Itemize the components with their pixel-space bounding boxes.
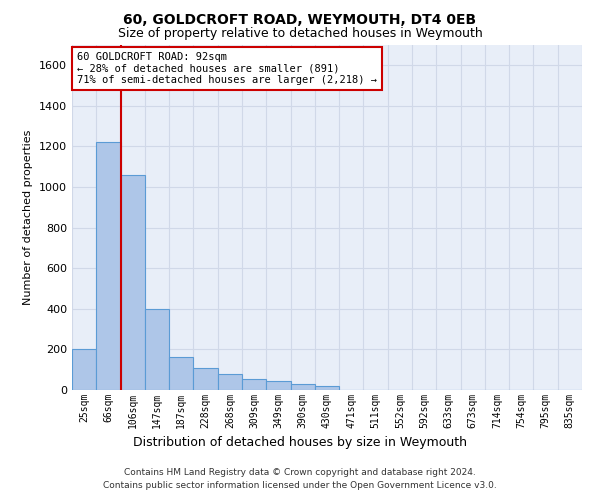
Bar — [193, 368, 218, 390]
Text: Distribution of detached houses by size in Weymouth: Distribution of detached houses by size … — [133, 436, 467, 449]
Bar — [145, 309, 169, 390]
Bar — [315, 386, 339, 390]
Bar — [72, 350, 96, 390]
Bar — [121, 175, 145, 390]
Bar — [290, 384, 315, 390]
Text: Size of property relative to detached houses in Weymouth: Size of property relative to detached ho… — [118, 28, 482, 40]
Y-axis label: Number of detached properties: Number of detached properties — [23, 130, 34, 305]
Bar — [169, 357, 193, 390]
Text: 60, GOLDCROFT ROAD, WEYMOUTH, DT4 0EB: 60, GOLDCROFT ROAD, WEYMOUTH, DT4 0EB — [124, 12, 476, 26]
Text: 60 GOLDCROFT ROAD: 92sqm
← 28% of detached houses are smaller (891)
71% of semi-: 60 GOLDCROFT ROAD: 92sqm ← 28% of detach… — [77, 52, 377, 85]
Bar — [218, 374, 242, 390]
Text: Contains HM Land Registry data © Crown copyright and database right 2024.: Contains HM Land Registry data © Crown c… — [124, 468, 476, 477]
Text: Contains public sector information licensed under the Open Government Licence v3: Contains public sector information licen… — [103, 480, 497, 490]
Bar — [266, 381, 290, 390]
Bar — [96, 142, 121, 390]
Bar — [242, 379, 266, 390]
